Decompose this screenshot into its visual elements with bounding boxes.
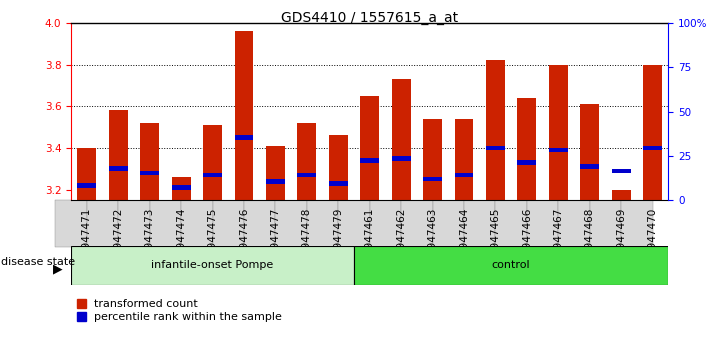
Bar — [549, 148, 568, 152]
Bar — [266, 179, 285, 184]
Bar — [235, 32, 253, 200]
Bar — [329, 136, 348, 200]
Bar — [423, 177, 442, 182]
Bar — [329, 181, 348, 185]
Bar — [140, 171, 159, 175]
Bar — [109, 166, 128, 171]
Bar — [203, 173, 222, 177]
Bar — [549, 65, 568, 200]
Bar — [611, 169, 631, 173]
Bar — [297, 173, 316, 177]
Bar — [518, 98, 536, 200]
Bar — [611, 190, 631, 200]
Text: ▶: ▶ — [53, 263, 63, 275]
Legend: transformed count, percentile rank within the sample: transformed count, percentile rank withi… — [77, 299, 282, 322]
Bar — [580, 164, 599, 169]
Bar — [486, 145, 505, 150]
Text: infantile-onset Pompe: infantile-onset Pompe — [151, 261, 274, 270]
Bar — [297, 123, 316, 200]
Bar — [392, 79, 410, 200]
Bar — [643, 65, 662, 200]
Bar — [643, 145, 662, 150]
Text: GDS4410 / 1557615_a_at: GDS4410 / 1557615_a_at — [281, 11, 459, 25]
Bar — [140, 123, 159, 200]
Bar — [235, 135, 253, 140]
Text: control: control — [492, 261, 530, 270]
Bar — [109, 110, 128, 200]
Text: disease state: disease state — [1, 257, 75, 267]
Bar — [77, 183, 96, 188]
Bar — [486, 61, 505, 200]
FancyBboxPatch shape — [354, 246, 668, 285]
FancyBboxPatch shape — [71, 246, 354, 285]
Bar — [360, 158, 379, 163]
Bar — [171, 185, 191, 190]
Bar — [171, 177, 191, 200]
Bar — [266, 146, 285, 200]
Bar — [203, 125, 222, 200]
Bar — [77, 148, 96, 200]
Bar — [360, 96, 379, 200]
Bar — [392, 156, 410, 161]
Bar — [580, 104, 599, 200]
Bar — [423, 119, 442, 200]
Bar — [518, 160, 536, 165]
Bar — [454, 119, 474, 200]
Bar — [454, 173, 474, 177]
